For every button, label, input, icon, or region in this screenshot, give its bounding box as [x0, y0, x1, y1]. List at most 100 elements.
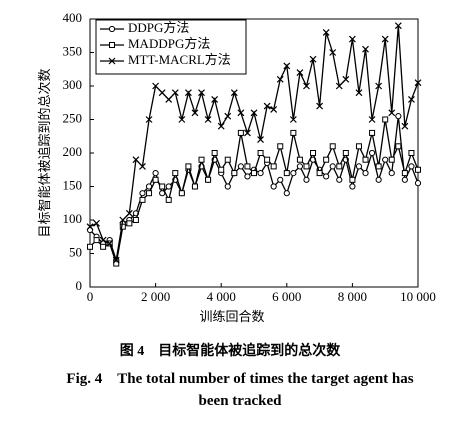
point: [381, 35, 389, 43]
y-tick-label: 300: [63, 77, 83, 92]
point: [368, 149, 376, 157]
point: [237, 163, 244, 170]
point: [198, 156, 205, 163]
point: [218, 166, 225, 173]
point: [125, 209, 133, 217]
point: [283, 62, 291, 70]
point: [362, 45, 369, 53]
point: [152, 82, 160, 90]
point: [289, 116, 297, 123]
y-tick-label: 100: [63, 211, 83, 226]
point: [244, 129, 251, 137]
point: [296, 163, 304, 170]
point: [388, 109, 396, 117]
legend-label: DDPG方法: [128, 20, 189, 35]
legend-marker: [108, 25, 116, 33]
legend-label: MADDPG方法: [128, 36, 210, 51]
point: [323, 173, 330, 180]
point: [310, 150, 317, 156]
legend-label: MTT-MACRL方法: [128, 52, 231, 67]
point: [237, 129, 244, 136]
point: [139, 196, 146, 203]
point: [152, 176, 159, 183]
point: [93, 237, 100, 244]
point: [205, 176, 212, 183]
point: [132, 156, 140, 164]
point: [257, 170, 264, 177]
point: [329, 49, 337, 56]
point: [408, 95, 415, 103]
point: [250, 109, 258, 117]
point: [139, 162, 146, 170]
point: [283, 170, 290, 177]
point: [382, 116, 389, 123]
point: [264, 156, 271, 163]
point: [231, 170, 238, 177]
point: [172, 170, 179, 177]
point: [178, 116, 186, 123]
point: [394, 22, 402, 30]
point: [263, 102, 271, 110]
y-tick-label: 150: [63, 177, 83, 192]
point: [316, 102, 324, 110]
point: [112, 256, 120, 264]
point: [270, 163, 277, 170]
point: [329, 163, 336, 170]
point: [277, 143, 284, 150]
point: [401, 122, 409, 130]
y-axis-label: 目标智能体被追踪到的总次数: [37, 68, 52, 237]
point: [270, 106, 278, 113]
point: [395, 143, 402, 150]
point: [336, 176, 343, 183]
point: [100, 243, 107, 250]
point: [382, 156, 389, 163]
point: [86, 223, 94, 231]
point: [251, 170, 257, 177]
point: [211, 95, 219, 103]
point: [276, 75, 284, 83]
point: [375, 163, 382, 170]
point: [159, 183, 166, 190]
point: [139, 190, 146, 197]
x-tick-label: 0: [87, 289, 94, 304]
legend-marker: [109, 42, 115, 48]
point: [152, 170, 159, 177]
point: [322, 28, 330, 36]
x-tick-label: 8 000: [338, 289, 367, 304]
point: [119, 216, 127, 224]
point: [119, 223, 126, 230]
point: [323, 156, 330, 163]
y-tick-label: 0: [76, 278, 83, 293]
point: [335, 82, 343, 90]
y-tick-label: 50: [69, 244, 82, 259]
point: [185, 163, 192, 170]
point: [395, 113, 402, 120]
point: [329, 143, 336, 150]
point: [408, 163, 415, 170]
point: [184, 89, 192, 97]
point: [277, 176, 284, 183]
point: [303, 163, 310, 170]
point: [158, 89, 166, 97]
point: [283, 190, 290, 197]
point: [316, 170, 323, 177]
point: [290, 170, 297, 177]
point: [309, 55, 317, 63]
point: [303, 82, 310, 90]
point: [87, 243, 93, 250]
point: [362, 156, 369, 163]
point: [355, 163, 363, 170]
point: [217, 122, 225, 130]
point: [204, 116, 212, 123]
point: [171, 89, 179, 97]
x-axis-label: 训练回合数: [199, 309, 264, 324]
x-tick-label: 4 000: [207, 289, 236, 304]
point: [237, 109, 245, 117]
point: [211, 150, 218, 156]
y-tick-label: 350: [63, 43, 83, 58]
x-tick-label: 10 000: [400, 289, 436, 304]
point: [401, 176, 408, 183]
point: [355, 143, 362, 150]
point: [224, 156, 231, 163]
point: [401, 170, 408, 177]
